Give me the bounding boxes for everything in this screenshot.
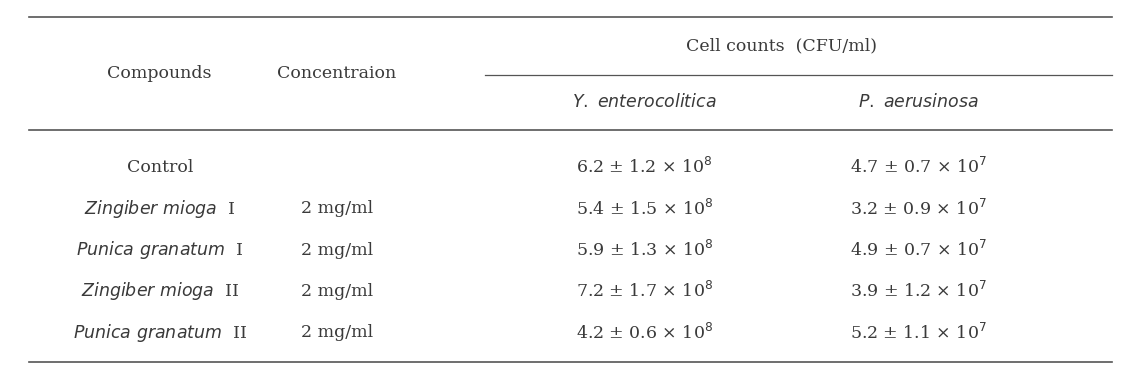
Text: 6.2 ± 1.2 × 10$^{8}$: 6.2 ± 1.2 × 10$^{8}$ — [576, 157, 713, 177]
Text: 3.2 ± 0.9 × 10$^{7}$: 3.2 ± 0.9 × 10$^{7}$ — [850, 199, 987, 219]
Text: $\it{Y.\ enterocolitica}$: $\it{Y.\ enterocolitica}$ — [573, 93, 717, 111]
Text: 2 mg/ml: 2 mg/ml — [300, 283, 373, 300]
Text: Cell counts  (CFU/ml): Cell counts (CFU/ml) — [686, 37, 877, 55]
Text: $\it{Zingiber\ mioga}$  I: $\it{Zingiber\ mioga}$ I — [84, 198, 235, 220]
Text: Concentraion: Concentraion — [277, 65, 396, 82]
Text: Compounds: Compounds — [107, 65, 212, 82]
Text: $\it{Punica\ granatum}$  I: $\it{Punica\ granatum}$ I — [76, 239, 243, 261]
Text: 7.2 ± 1.7 × 10$^{8}$: 7.2 ± 1.7 × 10$^{8}$ — [576, 281, 713, 302]
Text: $\it{Punica\ granatum}$  II: $\it{Punica\ granatum}$ II — [73, 322, 246, 344]
Text: 5.9 ± 1.3 × 10$^{8}$: 5.9 ± 1.3 × 10$^{8}$ — [576, 240, 713, 260]
Text: 5.2 ± 1.1 × 10$^{7}$: 5.2 ± 1.1 × 10$^{7}$ — [850, 323, 987, 343]
Text: 4.2 ± 0.6 × 10$^{8}$: 4.2 ± 0.6 × 10$^{8}$ — [576, 323, 713, 343]
Text: 2 mg/ml: 2 mg/ml — [300, 241, 373, 259]
Text: 4.9 ± 0.7 × 10$^{7}$: 4.9 ± 0.7 × 10$^{7}$ — [850, 240, 987, 260]
Text: 3.9 ± 1.2 × 10$^{7}$: 3.9 ± 1.2 × 10$^{7}$ — [850, 281, 987, 302]
Text: 5.4 ± 1.5 × 10$^{8}$: 5.4 ± 1.5 × 10$^{8}$ — [576, 199, 713, 219]
Text: Control: Control — [127, 159, 193, 176]
Text: 2 mg/ml: 2 mg/ml — [300, 200, 373, 217]
Text: $\it{P.\ aerusinosa}$: $\it{P.\ aerusinosa}$ — [858, 93, 979, 111]
Text: $\it{Zingiber\ mioga}$  II: $\it{Zingiber\ mioga}$ II — [81, 280, 238, 302]
Text: 2 mg/ml: 2 mg/ml — [300, 324, 373, 341]
Text: 4.7 ± 0.7 × 10$^{7}$: 4.7 ± 0.7 × 10$^{7}$ — [850, 157, 987, 177]
